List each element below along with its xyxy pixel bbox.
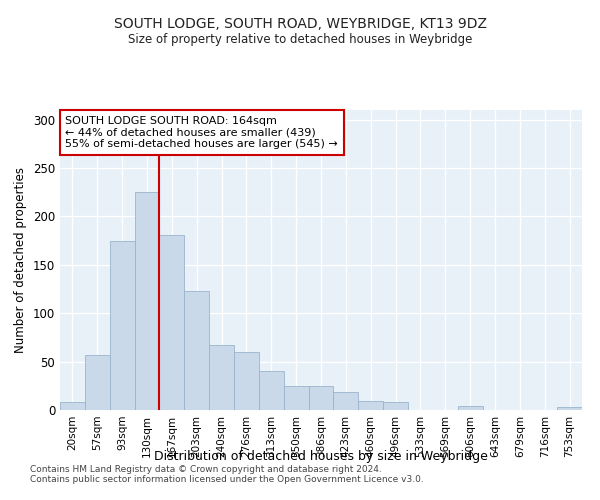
Bar (160, 235, 184, 410)
Text: SOUTH LODGE, SOUTH ROAD, WEYBRIDGE, KT13 9DZ: SOUTH LODGE, SOUTH ROAD, WEYBRIDGE, KT13… (113, 18, 487, 32)
Bar (60, 402, 85, 410)
Bar (134, 192, 160, 410)
Bar (234, 352, 259, 410)
Y-axis label: Number of detached properties: Number of detached properties (14, 167, 28, 353)
Bar (110, 240, 134, 410)
Bar (284, 386, 308, 410)
Bar (184, 291, 209, 410)
Bar (383, 402, 408, 410)
Bar (458, 406, 482, 410)
Text: Contains HM Land Registry data © Crown copyright and database right 2024.: Contains HM Land Registry data © Crown c… (30, 466, 382, 474)
Bar (85, 355, 110, 410)
Bar (557, 407, 582, 410)
Bar (259, 372, 284, 410)
Bar (358, 402, 383, 410)
Text: Distribution of detached houses by size in Weybridge: Distribution of detached houses by size … (154, 450, 488, 463)
Text: Contains public sector information licensed under the Open Government Licence v3: Contains public sector information licen… (30, 476, 424, 484)
Text: SOUTH LODGE SOUTH ROAD: 164sqm
← 44% of detached houses are smaller (439)
55% of: SOUTH LODGE SOUTH ROAD: 164sqm ← 44% of … (65, 116, 338, 149)
Text: Size of property relative to detached houses in Weybridge: Size of property relative to detached ho… (128, 32, 472, 46)
Bar (308, 386, 334, 410)
Bar (334, 392, 358, 410)
Bar (209, 345, 234, 410)
